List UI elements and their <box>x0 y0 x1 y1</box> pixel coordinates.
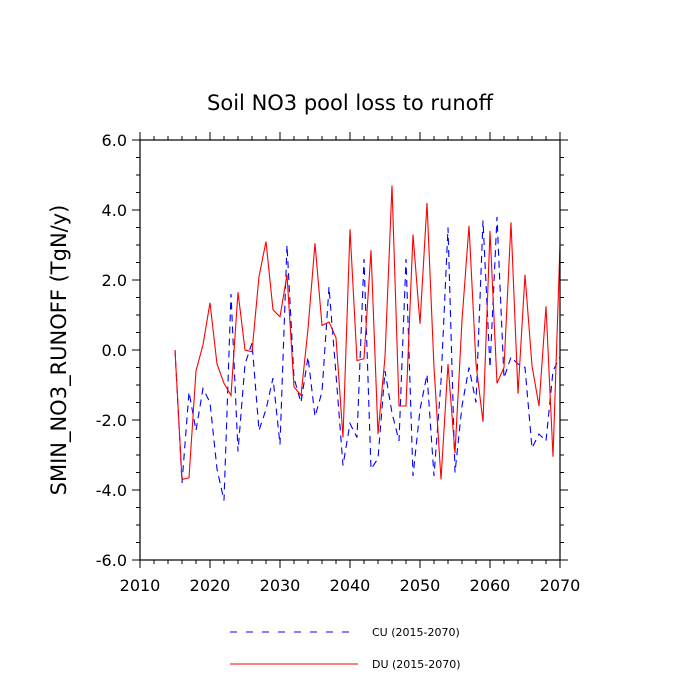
x-tick-label: 2050 <box>400 576 441 595</box>
legend-label-cu: CU (2015-2070) <box>372 626 460 639</box>
y-tick-label: -6.0 <box>96 551 127 570</box>
legend-label-du: DU (2015-2070) <box>372 658 461 671</box>
y-tick-label: 6.0 <box>102 131 127 150</box>
chart-title: Soil NO3 pool loss to runoff <box>207 91 493 115</box>
x-tick-label: 2030 <box>260 576 301 595</box>
plot-area <box>174 185 561 501</box>
y-axis-label: SMIN_NO3_RUNOFF (TgN/y) <box>47 205 72 496</box>
y-tick-label: 4.0 <box>102 201 127 220</box>
x-tick-label: 2070 <box>540 576 581 595</box>
plot-frame <box>139 139 561 561</box>
y-tick-label: -2.0 <box>96 411 127 430</box>
legend: CU (2015-2070) DU (2015-2070) <box>230 626 461 671</box>
x-tick-label: 2020 <box>190 576 231 595</box>
y-tick-label: 2.0 <box>102 271 127 290</box>
series-line-cu <box>174 216 561 501</box>
series-line-du <box>174 185 561 481</box>
x-tick-label: 2040 <box>330 576 371 595</box>
x-tick-label: 2060 <box>470 576 511 595</box>
x-tick-label: 2010 <box>120 576 161 595</box>
axes: 2010 2020 2030 2040 2050 2060 2070 -6.0 -4.0 -2.0… <box>96 131 581 595</box>
y-tick-label: 0.0 <box>102 341 127 360</box>
y-tick-label: -4.0 <box>96 481 127 500</box>
